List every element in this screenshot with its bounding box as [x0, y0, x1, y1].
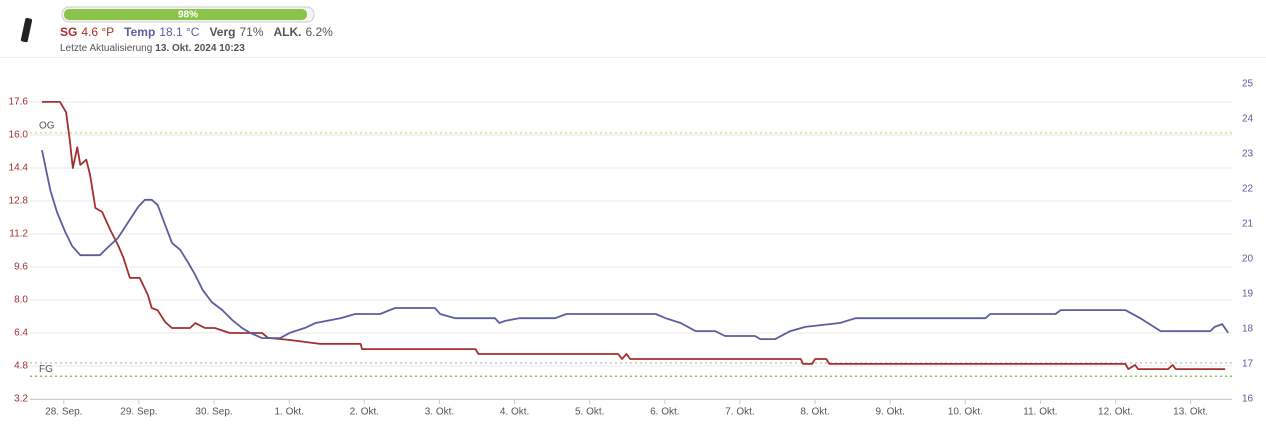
y2-tick-label: 16 — [1242, 394, 1254, 405]
reading-value: 18.1 °C — [159, 25, 199, 39]
reading-value: 6.2% — [306, 25, 334, 39]
update-value: 13. Okt. 2024 10:23 — [155, 43, 245, 54]
x-tick-label: 13. Okt. — [1173, 407, 1208, 418]
y-tick-label: 14.4 — [9, 163, 29, 174]
x-tick-label: 5. Okt. — [575, 407, 604, 418]
reading-value: 4.6 °P — [81, 25, 114, 39]
y-tick-label: 12.8 — [9, 196, 29, 207]
x-tick-label: 7. Okt. — [725, 407, 754, 418]
y2-tick-label: 21 — [1242, 219, 1254, 230]
y2-tick-label: 23 — [1242, 149, 1254, 160]
x-tick-label: 29. Sep. — [120, 407, 157, 418]
y2-tick-label: 20 — [1242, 254, 1254, 265]
update: Letzte Aktualisierung 13. Okt. 2024 10:23 — [60, 43, 245, 54]
y2-tick-label: 24 — [1242, 114, 1254, 125]
x-tick-label: 2. Okt. — [350, 407, 379, 418]
x-tick-label: 30. Sep. — [195, 407, 232, 418]
y-tick-label: 3.2 — [14, 394, 28, 405]
x-tick-label: 28. Sep. — [45, 407, 82, 418]
x-tick-label: 4. Okt. — [500, 407, 529, 418]
y-tick-label: 11.2 — [9, 229, 28, 240]
x-tick-label: 3. Okt. — [425, 407, 454, 418]
y2-tick-label: 17 — [1242, 359, 1254, 370]
x-tick-label: 10. Okt. — [948, 407, 983, 418]
reading-value: 71% — [239, 25, 263, 39]
y-tick-label: 4.8 — [14, 361, 28, 372]
reading-name: SG — [60, 25, 77, 39]
y-tick-label: 8.0 — [14, 295, 28, 306]
reading-name: Verg — [209, 25, 235, 39]
y-tick-label: 9.6 — [14, 262, 28, 273]
x-tick-label: 8. Okt. — [800, 407, 829, 418]
progress-bar — [64, 9, 308, 20]
y2-tick-label: 19 — [1242, 289, 1254, 300]
y2-tick-label: 25 — [1242, 79, 1254, 90]
readings: SG 4.6 °P Temp 18.1 °C Verg 71% ALK. 6.2% — [60, 25, 333, 39]
x-tick-label: 12. Okt. — [1098, 407, 1133, 418]
series-line — [41, 150, 1229, 340]
progress-label: 98% — [178, 10, 198, 21]
reference-label: FG — [39, 364, 53, 375]
y2-tick-label: 22 — [1242, 184, 1254, 195]
x-tick-label: 9. Okt. — [875, 407, 904, 418]
x-tick-label: 6. Okt. — [650, 407, 679, 418]
y-tick-label: 17.6 — [9, 97, 29, 108]
x-tick-label: 1. Okt. — [274, 407, 303, 418]
device-icon — [20, 18, 33, 43]
reading-name: ALK. — [274, 25, 302, 39]
y-tick-label: 6.4 — [14, 328, 28, 339]
y2-tick-label: 18 — [1242, 324, 1254, 335]
x-tick-label: 11. Okt. — [1023, 407, 1057, 418]
y-tick-label: 16.0 — [9, 130, 29, 141]
reading-name: Temp — [124, 25, 155, 39]
series-line — [42, 101, 1226, 370]
update-label: Letzte Aktualisierung — [60, 43, 152, 54]
separator — [0, 57, 1266, 58]
reference-label: OG — [39, 121, 55, 132]
